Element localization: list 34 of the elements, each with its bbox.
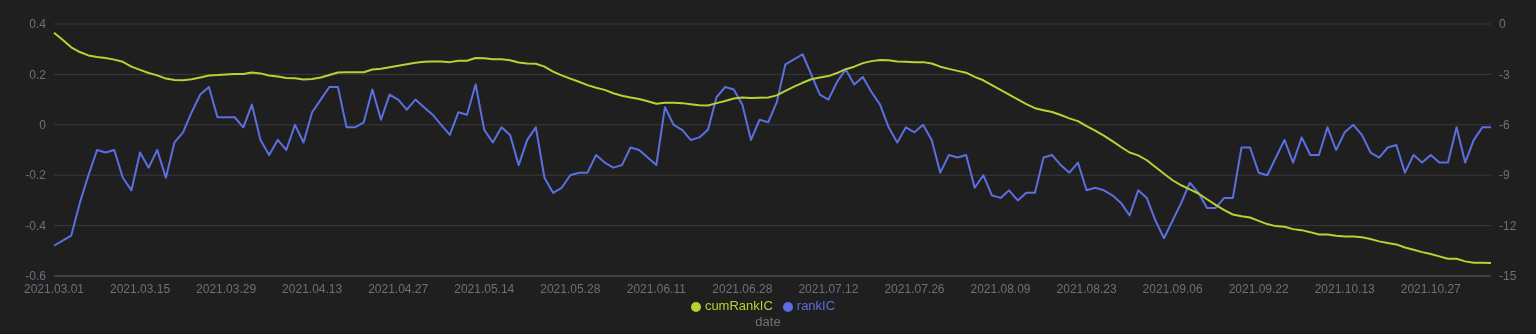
x-tick-label: 2021.07.26 [884, 281, 945, 296]
x-tick-label: 2021.06.11 [626, 281, 687, 296]
x-tick-label: 2021.04.27 [368, 281, 429, 296]
y-tick-label: -0.2 [25, 168, 47, 183]
y-tick-label: 0.4 [29, 17, 47, 32]
legend-label: cumRankIC [704, 298, 773, 313]
line-series [53, 53, 1492, 247]
x-axis-title: date [754, 314, 782, 329]
y2-tick-label: -15 [1499, 269, 1517, 284]
y-tick-label: 0 [39, 118, 47, 133]
line-series [53, 31, 1492, 265]
x-tick-label: 2021.03.15 [110, 281, 171, 296]
x-tick-label: 2021.03.29 [196, 281, 257, 296]
x-tick-label: 2021.03.01 [23, 281, 85, 296]
legend-label: rankIC [796, 298, 836, 313]
y2-tick-label: -12 [1499, 218, 1517, 233]
y-tick-label: 0.2 [29, 67, 47, 82]
y2-tick-label: 0 [1499, 17, 1506, 32]
x-tick-label: 2021.10.27 [1400, 281, 1462, 296]
x-tick-label: 2021.08.23 [1056, 281, 1117, 296]
x-tick-label: 2021.09.22 [1228, 281, 1290, 296]
y2-tick-label: -6 [1499, 118, 1510, 133]
x-tick-label: 2021.10.13 [1314, 281, 1376, 296]
x-tick-label: 2021.05.14 [454, 281, 515, 296]
x-tick-label: 2021.09.06 [1142, 281, 1203, 296]
y-tick-label: -0.6 [25, 269, 47, 284]
y-tick-label: -0.4 [25, 218, 47, 233]
x-tick-label: 2021.04.13 [282, 281, 343, 296]
x-tick-label: 2021.08.09 [970, 281, 1031, 296]
y2-tick-label: -9 [1499, 168, 1510, 183]
x-tick-label: 2021.06.28 [712, 281, 773, 296]
x-tick-label: 2021.05.28 [540, 281, 601, 296]
y2-tick-label: -3 [1499, 67, 1510, 82]
x-tick-label: 2021.07.12 [798, 281, 859, 296]
